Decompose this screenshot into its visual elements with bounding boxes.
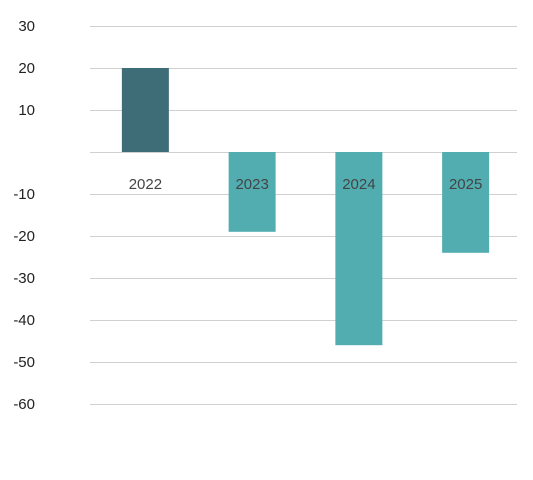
y-tick-label: 30	[18, 18, 35, 35]
y-tick-label: -30	[13, 270, 35, 287]
category-label-2023: 2023	[235, 176, 268, 193]
y-tick-label: -10	[13, 186, 35, 203]
y-tick-label: -50	[13, 354, 35, 371]
y-tick-label: 20	[18, 60, 35, 77]
y-tick-label: -20	[13, 228, 35, 245]
bar-2024	[335, 152, 383, 346]
category-label-2024: 2024	[342, 176, 375, 193]
y-tick-label: -40	[13, 312, 35, 329]
bars	[121, 68, 490, 346]
y-tick-label: 10	[18, 102, 35, 119]
category-label-2022: 2022	[129, 176, 162, 193]
y-tick-label: -60	[13, 396, 35, 413]
bar-2023	[228, 152, 276, 232]
bar-2025	[442, 152, 490, 253]
category-labels: 2022 2023 2024 2025	[129, 176, 483, 193]
y-axis-ticks: 30 20 10 -10 -20 -30 -40 -50 -60	[13, 18, 35, 413]
category-label-2025: 2025	[449, 176, 482, 193]
bar-2022	[121, 68, 169, 152]
